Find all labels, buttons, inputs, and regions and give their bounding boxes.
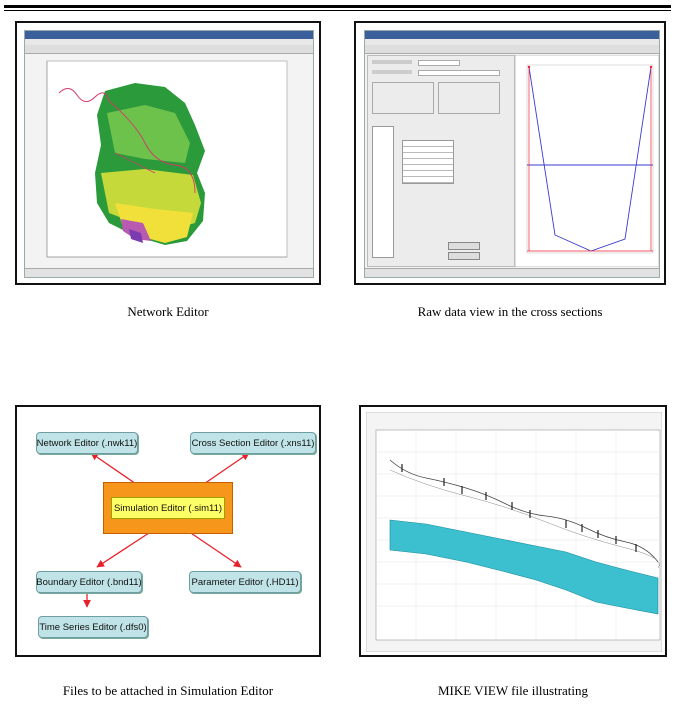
cross-section-editor-node[interactable]: Cross Section Editor (.xns11)	[190, 432, 316, 454]
network-map	[46, 60, 288, 258]
raw-data-table	[372, 126, 394, 258]
network-editor-screenshot	[24, 30, 314, 278]
longitudinal-profile	[366, 412, 662, 652]
form-button-a[interactable]	[448, 242, 480, 250]
cross-section-chart	[515, 55, 659, 267]
time-series-editor-node[interactable]: Time Series Editor (.dfs0)	[38, 616, 148, 638]
mike-view-caption: MIKE VIEW file illustrating	[437, 683, 589, 698]
top-rule-thick	[4, 5, 671, 8]
boundary-editor-node[interactable]: Boundary Editor (.bnd11)	[36, 571, 142, 593]
cross-section-panel	[354, 21, 666, 285]
simulation-files-caption: Files to be attached in Simulation Edito…	[62, 683, 274, 698]
cross-section-form	[367, 55, 515, 267]
parameter-editor-node[interactable]: Parameter Editor (.HD11)	[189, 571, 301, 593]
window-toolbar	[25, 45, 313, 54]
cross-section-caption: Raw data view in the cross sections	[417, 304, 603, 319]
network-editor-panel	[15, 21, 321, 285]
raw-data-grid	[402, 140, 454, 184]
status-bar	[365, 268, 659, 277]
network-editor-node[interactable]: Network Editor (.nwk11)	[36, 432, 138, 454]
top-rule-thin	[4, 10, 671, 11]
mike-view-panel	[359, 405, 667, 657]
network-editor-caption: Network Editor	[127, 304, 209, 319]
window-titlebar	[365, 31, 659, 39]
simulation-editor-node[interactable]: Simulation Editor (.sim11)	[111, 497, 225, 519]
window-titlebar	[25, 31, 313, 39]
cross-section-screenshot	[364, 30, 660, 278]
window-toolbar	[365, 45, 659, 54]
simulation-files-panel: Network Editor (.nwk11) Cross Section Ed…	[15, 405, 321, 657]
status-bar	[25, 268, 313, 277]
form-button-b[interactable]	[448, 252, 480, 260]
